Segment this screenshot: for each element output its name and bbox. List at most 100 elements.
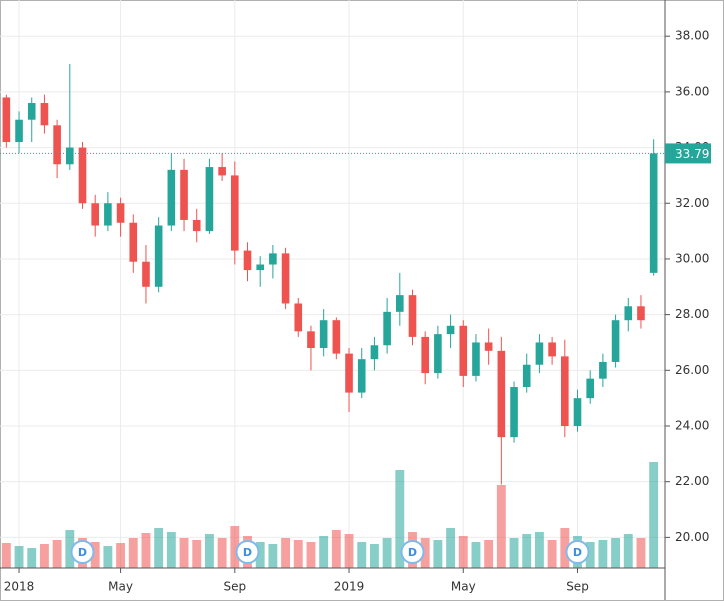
- candle-body: [116, 203, 125, 223]
- volume-bar: [1, 543, 11, 568]
- x-tick-label: May: [451, 580, 476, 594]
- candle-body: [599, 361, 607, 379]
- last-price-tag: [665, 143, 711, 164]
- y-tick-label: 26.00: [675, 363, 709, 377]
- volume-bar: [585, 542, 595, 568]
- volume-bar: [90, 542, 100, 568]
- candle-body: [522, 364, 531, 388]
- volume-bar: [14, 546, 24, 568]
- volume-bar: [446, 528, 456, 568]
- volume-bar: [65, 530, 75, 568]
- event-label: D: [408, 546, 417, 559]
- volume-bar: [623, 534, 633, 568]
- volume-bar: [484, 540, 494, 568]
- last-price-label: 33.79: [675, 147, 709, 161]
- event-label: D: [573, 546, 582, 559]
- candle-body: [307, 331, 315, 349]
- event-marker: [235, 540, 260, 564]
- candle-body: [180, 169, 188, 220]
- volume-bar: [230, 526, 240, 568]
- volume-bar: [357, 542, 367, 568]
- volume-bar: [471, 542, 481, 568]
- y-tick-label: 38.00: [675, 29, 709, 43]
- candle-body: [104, 203, 112, 226]
- candle-body: [370, 345, 379, 360]
- candle-body: [383, 311, 391, 346]
- volume-bar: [636, 538, 646, 568]
- volume-bar: [192, 540, 202, 568]
- y-tick-label: 20.00: [675, 530, 709, 544]
- candle-body: [319, 320, 328, 349]
- candle-layer: [2, 64, 658, 485]
- volume-bar: [255, 542, 265, 568]
- volume-bar: [331, 530, 341, 568]
- candle-body: [15, 119, 23, 142]
- x-tick-label: Sep: [566, 580, 589, 594]
- event-marker: [565, 540, 590, 564]
- volume-bar: [319, 536, 329, 568]
- volume-bar: [154, 528, 164, 568]
- event-label: D: [78, 546, 87, 559]
- candle-body: [446, 325, 455, 335]
- volume-bar: [52, 540, 62, 568]
- candle-body: [624, 306, 633, 321]
- volume-bar: [420, 538, 430, 568]
- volume-bar: [534, 532, 544, 568]
- volume-bar: [204, 534, 214, 568]
- candle-body: [421, 336, 429, 374]
- candle-body: [396, 295, 404, 312]
- volume-bar: [39, 544, 49, 568]
- candle-body: [637, 306, 645, 321]
- volume-bar: [103, 546, 113, 568]
- candle-body: [434, 334, 442, 374]
- y-tick-label: 22.00: [675, 474, 709, 488]
- candle-body: [459, 325, 468, 376]
- volume-bar: [522, 534, 532, 568]
- volume-bar: [547, 540, 557, 568]
- volume-bar: [598, 540, 608, 568]
- candle-body: [357, 359, 366, 393]
- volume-bar: [382, 538, 392, 568]
- volume-bar: [369, 544, 379, 568]
- volume-bar: [293, 540, 303, 568]
- candle-body: [472, 342, 480, 376]
- candle-body: [231, 175, 239, 251]
- volume-bar: [179, 538, 189, 568]
- volume-bar: [166, 532, 176, 568]
- candle-body: [497, 350, 506, 438]
- event-label: D: [243, 546, 252, 559]
- volume-bar: [509, 538, 519, 568]
- candle-body: [2, 97, 11, 142]
- candle-body: [561, 356, 569, 426]
- candle-body: [40, 103, 49, 126]
- volume-bar: [306, 542, 316, 568]
- y-tick-label: 36.00: [675, 84, 709, 98]
- volume-bar: [433, 540, 443, 568]
- x-tick-label: Sep: [223, 580, 246, 594]
- volume-bar: [560, 528, 570, 568]
- candle-body: [129, 222, 138, 262]
- candle-body: [649, 153, 658, 273]
- candle-body: [586, 378, 594, 399]
- candle-body: [269, 253, 277, 265]
- candle-body: [205, 167, 214, 232]
- candle-body: [192, 219, 201, 232]
- y-tick-label: 24.00: [675, 419, 709, 433]
- event-marker: [70, 540, 95, 564]
- x-tick-label: 2019: [334, 580, 365, 594]
- candle-body: [345, 353, 353, 393]
- y-tick-label: 30.00: [675, 251, 709, 265]
- volume-bar: [116, 543, 126, 568]
- candle-body: [91, 203, 99, 226]
- volume-bar: [611, 538, 621, 568]
- x-tick-label: May: [108, 580, 133, 594]
- candle-body: [484, 342, 493, 351]
- candle-body: [281, 253, 290, 304]
- volume-bar: [458, 536, 468, 568]
- axes-layer: 20.0022.0024.0026.0028.0030.0032.0034.00…: [0, 29, 711, 594]
- candle-body: [294, 303, 303, 332]
- volume-bar: [395, 470, 405, 568]
- candle-body: [548, 342, 556, 357]
